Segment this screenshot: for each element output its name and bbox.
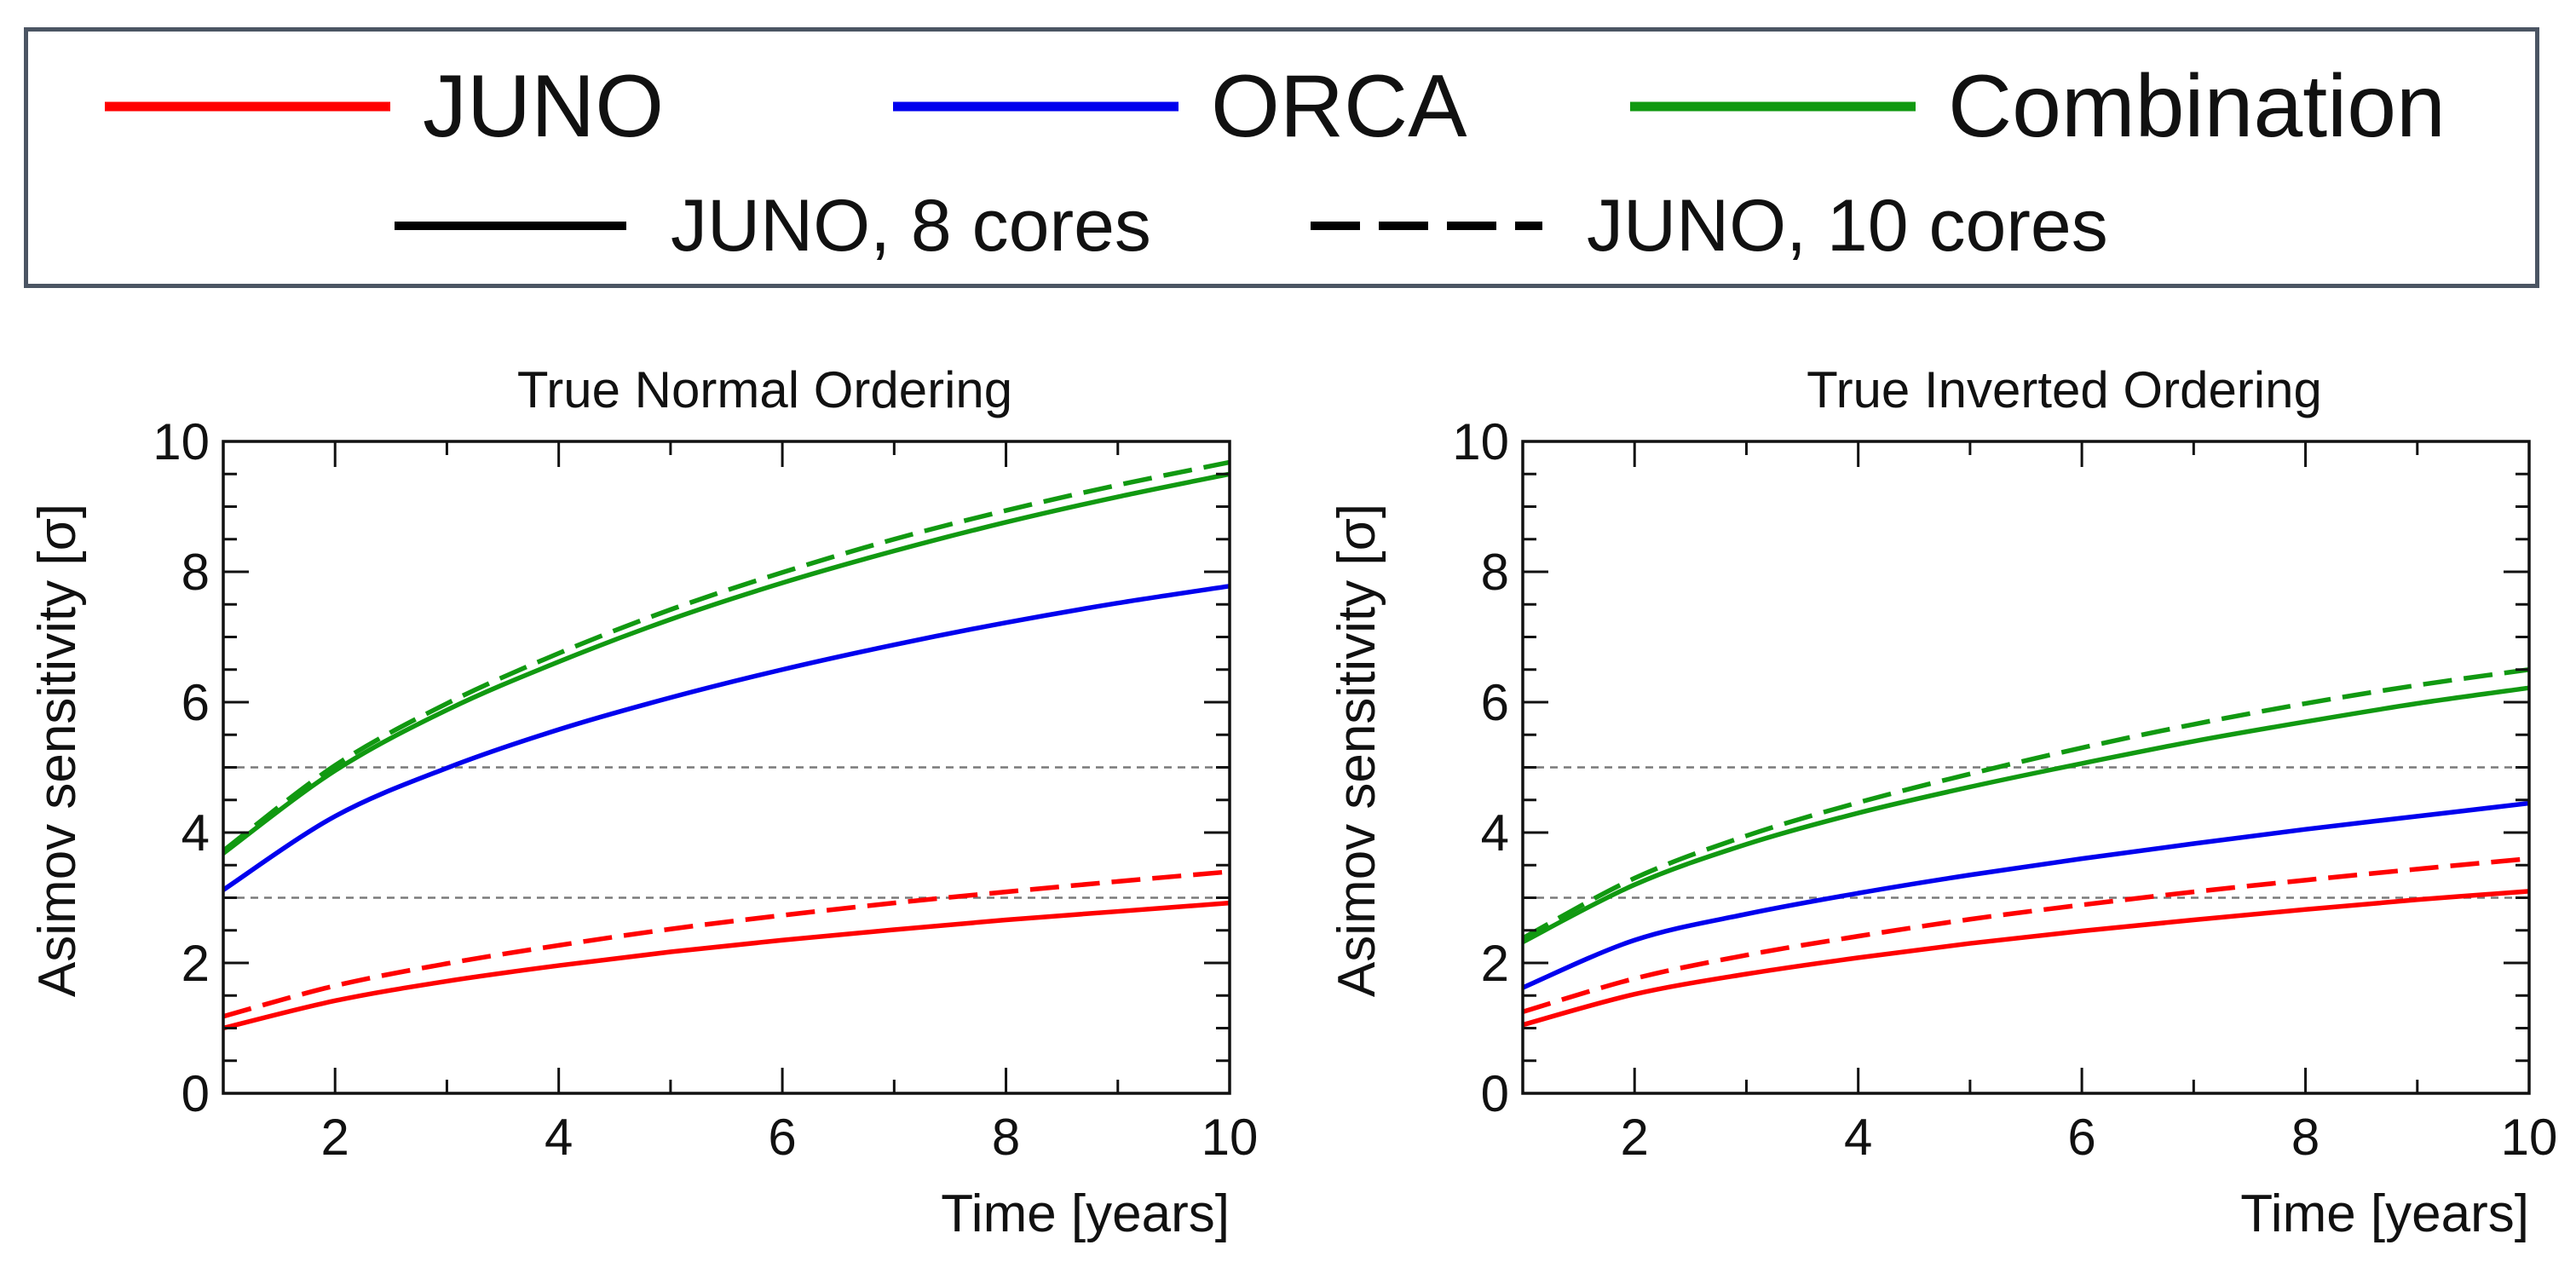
x-tick-label-2: 2 bbox=[1621, 1109, 1649, 1166]
legend-label-juno-10-cores: JUNO, 10 cores bbox=[1587, 184, 2108, 267]
series-juno-8-cores-line bbox=[1522, 889, 2530, 1028]
legend-item-juno: JUNO bbox=[105, 55, 664, 158]
legend-swatch-combination bbox=[1630, 101, 1916, 112]
panel-normal: 2 4 6 8 10 0 2 4 6 8 10 True Normal Ordering Time [y… bbox=[28, 361, 1258, 1243]
y-tick-label-10: 10 bbox=[1452, 413, 1509, 470]
x-tick-label-4: 4 bbox=[545, 1109, 573, 1166]
legend-item-combination: Combination bbox=[1630, 55, 2446, 158]
x-tick-label-4: 4 bbox=[1844, 1109, 1872, 1166]
x-tick-label-10: 10 bbox=[1202, 1109, 1259, 1166]
y-tick-label-6: 6 bbox=[1481, 674, 1509, 731]
x-axis-title: Time [years] bbox=[2240, 1184, 2529, 1243]
series-orca-line bbox=[222, 584, 1230, 892]
legend-label-orca: ORCA bbox=[1211, 56, 1467, 156]
y-tick-label-0: 0 bbox=[1481, 1065, 1509, 1122]
series-juno-10-cores-line bbox=[222, 869, 1230, 1019]
y-tick-label-8: 8 bbox=[1481, 544, 1509, 601]
series-juno-10-cores-line bbox=[1522, 856, 2530, 1015]
x-tick-label-8: 8 bbox=[2291, 1109, 2320, 1166]
legend-swatch-juno bbox=[105, 101, 390, 112]
series-orca-line bbox=[1521, 800, 2530, 990]
x-tick-label-2: 2 bbox=[321, 1109, 349, 1166]
legend-item-orca: ORCA bbox=[893, 55, 1467, 158]
y-axis-title: Asimov sensitivity [σ] bbox=[28, 504, 87, 997]
panel-title: True Inverted Ordering bbox=[1807, 361, 2322, 418]
y-tick-label-6: 6 bbox=[182, 674, 210, 731]
series-combination-10-cores-line bbox=[1521, 667, 2530, 941]
x-tick-label-10: 10 bbox=[2501, 1109, 2558, 1166]
x-tick-label-8: 8 bbox=[992, 1109, 1020, 1166]
panel-inverted: 2 4 6 8 10 0 2 4 6 8 10 True Inverted Ordering Time … bbox=[1328, 361, 2557, 1243]
series-combination-8-cores-line bbox=[1521, 685, 2530, 944]
legend-swatch-juno-8-cores bbox=[395, 222, 626, 230]
series-combination-8-cores-line bbox=[222, 471, 1230, 856]
legend-item-juno-10-cores: JUNO, 10 cores bbox=[1311, 183, 2108, 268]
y-tick-label-4: 4 bbox=[1481, 804, 1509, 862]
series-combination-10-cores-line bbox=[222, 459, 1230, 853]
y-tick-label-2: 2 bbox=[182, 935, 210, 992]
x-axis-title: Time [years] bbox=[941, 1184, 1230, 1243]
y-axis-title: Asimov sensitivity [σ] bbox=[1328, 504, 1386, 997]
legend-label-juno: JUNO bbox=[423, 56, 665, 156]
legend-label-combination: Combination bbox=[1948, 56, 2446, 156]
legend-item-juno-8-cores: JUNO, 8 cores bbox=[395, 183, 1151, 268]
legend: JUNO ORCA Combination JUNO, 8 cores JUNO, 10… bbox=[24, 27, 2539, 288]
y-tick-label-2: 2 bbox=[1481, 935, 1509, 992]
legend-label-juno-8-cores: JUNO, 8 cores bbox=[671, 184, 1151, 267]
series-juno-8-cores-line bbox=[222, 900, 1230, 1031]
x-tick-label-6: 6 bbox=[768, 1109, 796, 1166]
y-tick-label-0: 0 bbox=[182, 1065, 210, 1122]
y-tick-label-10: 10 bbox=[153, 413, 210, 470]
y-tick-label-4: 4 bbox=[182, 804, 210, 862]
y-tick-label-8: 8 bbox=[182, 544, 210, 601]
legend-swatch-orca bbox=[893, 101, 1179, 112]
panel-title: True Normal Ordering bbox=[517, 361, 1012, 418]
legend-swatch-juno-10-cores bbox=[1311, 222, 1542, 230]
x-tick-label-6: 6 bbox=[2067, 1109, 2095, 1166]
